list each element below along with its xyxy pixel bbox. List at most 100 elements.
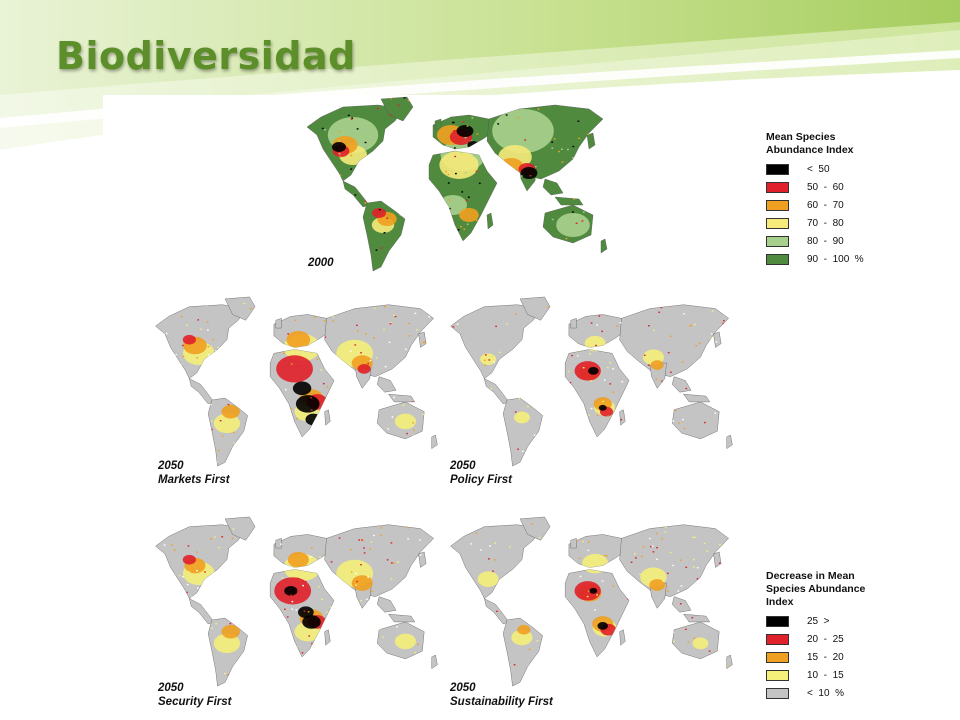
texture-speckle (569, 413, 571, 415)
texture-speckle (658, 311, 661, 313)
texture-speckle (607, 680, 610, 682)
texture-speckle (711, 310, 714, 312)
texture-speckle (721, 588, 724, 591)
texture-speckle (171, 544, 173, 546)
texture-speckle (215, 299, 218, 302)
texture-speckle (526, 596, 529, 598)
texture-speckle (436, 546, 438, 547)
texture-speckle (536, 640, 539, 642)
texture-speckle (189, 610, 192, 613)
texture-speckle (176, 391, 179, 393)
texture-speckle (651, 393, 653, 396)
texture-speckle (275, 528, 278, 530)
texture-speckle (182, 355, 185, 357)
texture-speckle (660, 633, 662, 635)
texture-speckle (197, 319, 200, 321)
texture-speckle (180, 377, 183, 380)
texture-speckle (281, 566, 283, 568)
texture-speckle (495, 625, 497, 628)
texture-speckle (169, 364, 171, 366)
texture-speckle (355, 572, 357, 575)
texture-speckle (173, 549, 176, 551)
texture-speckle (237, 624, 240, 626)
texture-speckle (495, 272, 497, 273)
texture-speckle (153, 435, 155, 436)
legend-swatch (766, 651, 789, 663)
abundance-patch (477, 571, 499, 587)
texture-speckle (554, 389, 557, 392)
texture-speckle (421, 210, 424, 213)
texture-speckle (321, 445, 324, 447)
texture-speckle (142, 623, 144, 624)
texture-speckle (205, 454, 207, 456)
texture-speckle (482, 659, 485, 662)
texture-speckle (199, 646, 202, 648)
texture-speckle (287, 463, 290, 465)
texture-speckle (551, 147, 554, 149)
texture-speckle (260, 307, 263, 309)
texture-speckle (170, 644, 172, 647)
texture-speckle (429, 365, 431, 366)
texture-speckle (413, 429, 415, 431)
texture-speckle (220, 349, 223, 351)
texture-speckle (660, 400, 662, 403)
texture-speckle (215, 623, 218, 625)
landmass-madagascar (324, 629, 331, 646)
abundance-patch (492, 109, 554, 153)
texture-speckle (604, 302, 606, 304)
texture-speckle (278, 583, 280, 585)
texture-speckle (287, 333, 290, 335)
texture-speckle (639, 307, 641, 309)
texture-speckle (166, 349, 169, 351)
abundance-patch (588, 366, 599, 375)
texture-speckle (710, 333, 713, 335)
texture-speckle (370, 541, 373, 543)
texture-speckle (550, 364, 553, 367)
texture-speckle (324, 129, 327, 131)
texture-speckle (161, 641, 164, 643)
texture-speckle (551, 218, 554, 221)
texture-speckle (284, 194, 286, 195)
texture-speckle (384, 516, 387, 519)
texture-speckle (664, 526, 667, 528)
texture-speckle (336, 675, 339, 677)
texture-speckle (375, 249, 378, 251)
texture-speckle (494, 303, 497, 305)
texture-speckle (370, 175, 373, 177)
texture-speckle (325, 369, 328, 372)
texture-speckle (657, 368, 660, 371)
texture-speckle (505, 101, 507, 103)
texture-speckle (647, 612, 649, 614)
texture-speckle (509, 546, 511, 548)
landmass-japan (586, 132, 596, 150)
texture-speckle (299, 237, 301, 238)
legend-swatch (766, 199, 789, 211)
texture-speckle (460, 151, 462, 154)
landmass-india (649, 362, 667, 389)
texture-speckle (254, 418, 257, 421)
texture-speckle (625, 420, 628, 422)
texture-speckle (356, 330, 359, 332)
texture-speckle (183, 393, 186, 396)
texture-speckle (311, 642, 313, 645)
texture-speckle (490, 388, 493, 390)
texture-speckle (420, 172, 422, 174)
texture-speckle (666, 599, 668, 602)
texture-speckle (536, 148, 538, 150)
texture-speckle (347, 114, 350, 117)
texture-speckle (360, 352, 362, 354)
texture-speckle (693, 686, 696, 687)
texture-speckle (559, 600, 562, 603)
texture-speckle (459, 215, 462, 217)
texture-speckle (738, 321, 740, 322)
texture-speckle (364, 141, 367, 144)
texture-speckle (232, 528, 235, 530)
texture-speckle (255, 321, 258, 323)
texture-speckle (349, 220, 352, 222)
texture-speckle (557, 239, 559, 241)
texture-speckle (637, 307, 640, 309)
texture-speckle (526, 588, 529, 591)
texture-speckle (138, 547, 140, 548)
texture-speckle (390, 578, 393, 580)
texture-speckle (689, 324, 692, 327)
